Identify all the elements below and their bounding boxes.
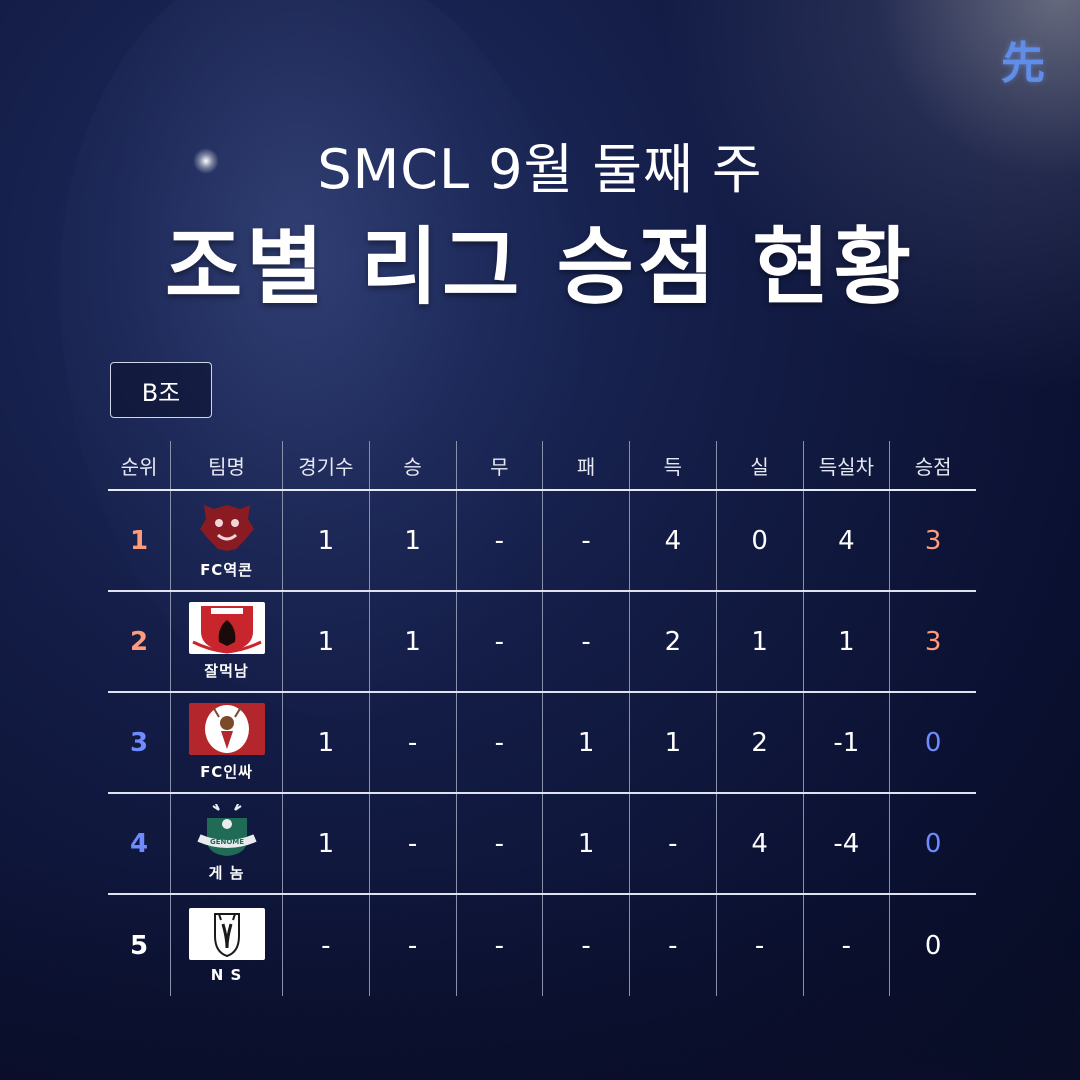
goals-against-value: 1 <box>715 592 803 691</box>
goals-against-value: 2 <box>715 693 803 792</box>
goal-difference-value: - <box>802 895 890 996</box>
group-badge: B조 <box>110 362 212 418</box>
points-value: 0 <box>889 895 976 996</box>
team-cell: 잘먹남 <box>170 592 282 691</box>
goals-for-value: - <box>629 895 716 996</box>
points-value: 0 <box>889 794 976 893</box>
goal-difference-value: 1 <box>802 592 890 691</box>
rank-value: 1 <box>129 525 149 556</box>
header-goals-against: 실 <box>715 441 803 489</box>
goals-against-value: - <box>715 895 803 996</box>
table-row: 1 FC역콘 1 1 - - 4 0 4 3 <box>108 491 976 592</box>
background-floor-shade <box>0 860 1080 1080</box>
goals-for-value: 2 <box>629 592 716 691</box>
win-value: 1 <box>368 592 456 691</box>
games-value: 1 <box>282 693 369 792</box>
table-header: 순위 팀명 경기수 승 무 패 득 실 득실차 승점 <box>108 441 976 491</box>
rank-value: 3 <box>129 727 149 758</box>
header-rank: 순위 <box>120 454 158 479</box>
page-title: 조별 리그 승점 현황 <box>165 218 915 316</box>
team-cell: FC역콘 <box>170 491 282 590</box>
standings-table: 순위 팀명 경기수 승 무 패 득 실 득실차 승점 1 FC역콘 1 1 <box>108 441 976 996</box>
goal-difference-value: -1 <box>802 693 890 792</box>
points-value: 0 <box>889 693 976 792</box>
background-light-flare <box>193 148 219 174</box>
draw-value: - <box>455 794 543 893</box>
points-value: 3 <box>889 592 976 691</box>
team-name: FC인싸 <box>200 763 253 781</box>
win-value: - <box>368 693 456 792</box>
rank-value: 5 <box>129 930 149 961</box>
brand-logo-icon: 先 <box>1001 38 1045 89</box>
team-cell: N S <box>170 895 282 996</box>
team-cell: GENOME 게 놈 <box>170 794 282 893</box>
points-value: 3 <box>889 491 976 590</box>
deer-red-crest-icon <box>188 703 265 755</box>
games-value: 1 <box>282 794 369 893</box>
tiger-crest-icon <box>189 501 265 553</box>
page-subtitle: SMCL 9월 둘째 주 <box>317 138 763 201</box>
header-games: 경기수 <box>282 441 369 489</box>
table-row: 5 N S - - - - - - - 0 <box>108 895 976 996</box>
table-row: 4 GENOME 게 놈 1 - - 1 - 4 -4 0 <box>108 794 976 895</box>
loss-value: - <box>542 592 629 691</box>
goal-difference-value: -4 <box>802 794 890 893</box>
table-row: 2 잘먹남 1 1 - - 2 1 1 3 <box>108 592 976 693</box>
white-deer-shield-crest-icon <box>188 907 265 960</box>
team-name: 게 놈 <box>208 864 245 882</box>
draw-value: - <box>455 491 543 590</box>
loss-value: 1 <box>542 693 629 792</box>
team-name: N S <box>210 965 243 984</box>
rank-value: 4 <box>129 828 149 859</box>
games-value: - <box>282 895 369 996</box>
draw-value: - <box>455 693 543 792</box>
goal-difference-value: 4 <box>802 491 890 590</box>
header-win: 승 <box>368 441 456 489</box>
green-deer-crest-icon: GENOME <box>189 804 265 856</box>
win-value: - <box>368 895 456 996</box>
header-goals-for: 득 <box>629 441 716 489</box>
goals-for-value: - <box>629 794 716 893</box>
win-value: 1 <box>368 491 456 590</box>
games-value: 1 <box>282 491 369 590</box>
team-name: 잘먹남 <box>204 662 249 680</box>
red-white-shield-crest-icon <box>188 602 265 654</box>
team-name: FC역콘 <box>200 561 253 579</box>
header-loss: 패 <box>542 441 629 489</box>
header-goal-difference: 득실차 <box>802 441 890 489</box>
header-points: 승점 <box>889 441 976 489</box>
loss-value: 1 <box>542 794 629 893</box>
games-value: 1 <box>282 592 369 691</box>
goals-against-value: 4 <box>715 794 803 893</box>
rank-value: 2 <box>129 626 149 657</box>
goals-for-value: 4 <box>629 491 716 590</box>
loss-value: - <box>542 895 629 996</box>
table-row: 3 FC인싸 1 - - 1 1 2 -1 0 <box>108 693 976 794</box>
goals-against-value: 0 <box>715 491 803 590</box>
goals-for-value: 1 <box>629 693 716 792</box>
draw-value: - <box>455 895 543 996</box>
team-cell: FC인싸 <box>170 693 282 792</box>
draw-value: - <box>455 592 543 691</box>
win-value: - <box>368 794 456 893</box>
header-draw: 무 <box>455 441 543 489</box>
crest-text: GENOME <box>209 838 243 846</box>
loss-value: - <box>542 491 629 590</box>
header-team: 팀명 <box>170 441 282 489</box>
